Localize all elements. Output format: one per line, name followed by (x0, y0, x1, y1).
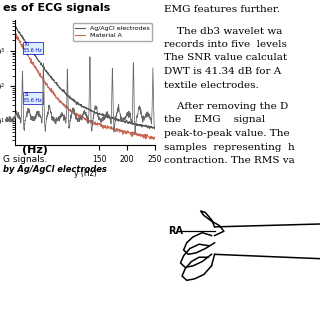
Text: peak-to-peak value. The: peak-to-peak value. The (164, 129, 290, 138)
X-axis label: y (Hz): y (Hz) (74, 169, 96, 178)
Text: The db3 wavelet wa: The db3 wavelet wa (164, 27, 282, 36)
Text: DWT is 41.34 dB for A: DWT is 41.34 dB for A (164, 67, 281, 76)
Text: 31
35.6 Hz: 31 35.6 Hz (23, 92, 42, 103)
Text: textile electrodes.: textile electrodes. (164, 81, 259, 90)
Legend: Ag/AgCl electrodes, Material A: Ag/AgCl electrodes, Material A (73, 23, 152, 41)
Text: After removing the D: After removing the D (164, 102, 288, 111)
Text: The SNR value calculat: The SNR value calculat (164, 53, 287, 62)
Text: contraction. The RMS va: contraction. The RMS va (164, 156, 295, 165)
Text: (Hz): (Hz) (22, 145, 48, 155)
Text: the    EMG    signal: the EMG signal (164, 116, 265, 124)
Text: G signals.: G signals. (3, 155, 47, 164)
Text: EMG features further.: EMG features further. (164, 5, 280, 14)
Text: RA: RA (168, 226, 183, 236)
Text: records into five  levels: records into five levels (164, 40, 287, 49)
Text: 70
35.6 Hz: 70 35.6 Hz (23, 43, 42, 53)
Text: by Ag/AgCl electrodes: by Ag/AgCl electrodes (3, 165, 107, 174)
Text: samples  representing  h: samples representing h (164, 142, 295, 151)
Text: es of ECG signals: es of ECG signals (3, 3, 110, 13)
